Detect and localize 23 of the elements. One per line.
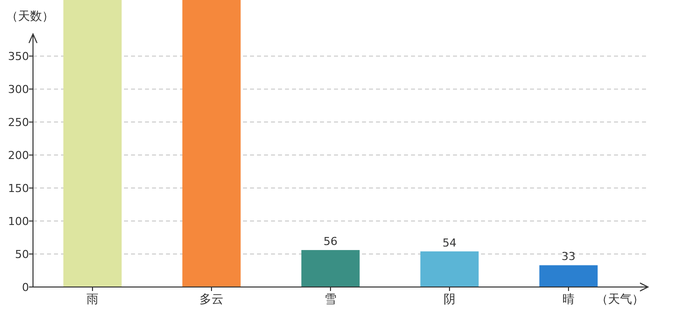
data-label: 54 [442,236,456,250]
y-tick-label: 100 [8,215,29,228]
x-axis-title: （天气） [596,292,644,306]
x-tick-label: 阴 [444,292,456,306]
x-tick-label: 晴 [562,292,574,306]
x-tick-label: 雪 [324,292,336,306]
bar [420,251,479,287]
x-tick-label: 多云 [200,292,224,306]
bar [301,250,360,287]
x-tick-label: 雨 [86,292,98,306]
y-tick-label: 350 [8,50,29,64]
y-tick-label: 250 [8,116,29,130]
data-label: 33 [562,250,576,264]
bar [182,0,241,287]
data-label: 56 [324,235,338,248]
y-tick-label: 0 [22,281,29,294]
y-tick-label: 300 [8,83,29,96]
bar [539,265,598,287]
y-tick-label: 150 [8,182,29,196]
bar [63,0,122,287]
y-tick-label: 50 [15,248,29,262]
y-axis-title: （天数） [6,9,54,23]
y-tick-label: 200 [8,149,29,162]
